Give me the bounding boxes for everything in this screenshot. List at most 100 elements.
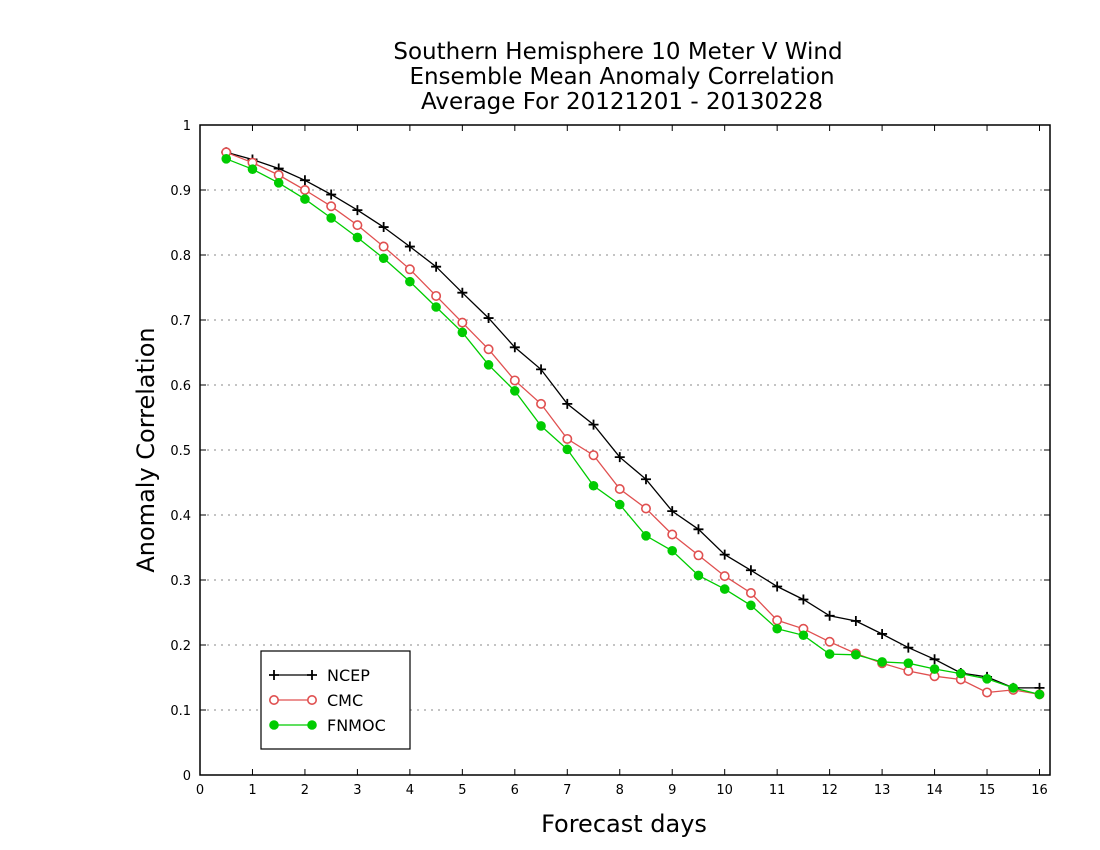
- data-point-cmc: [457, 317, 468, 328]
- legend-marker-fnmoc: [307, 720, 317, 730]
- y-tick-label: 0.3: [170, 574, 191, 589]
- data-point-fnmoc: [247, 164, 258, 175]
- data-point-fnmoc: [457, 327, 468, 338]
- data-point-ncep: [378, 222, 389, 233]
- data-point-cmc: [562, 433, 573, 444]
- data-point-cmc: [772, 615, 783, 626]
- data-point-ncep: [326, 189, 337, 200]
- data-point-fnmoc: [929, 664, 940, 674]
- data-point-cmc: [483, 344, 494, 355]
- x-tick-label: 11: [769, 783, 786, 798]
- x-tick-label: 16: [1031, 783, 1048, 798]
- x-tick-label: 15: [979, 783, 996, 798]
- data-point-fnmoc: [1008, 683, 1019, 693]
- data-point-fnmoc: [562, 444, 573, 455]
- x-tick-label: 1: [248, 783, 256, 798]
- data-point-cmc: [536, 398, 547, 409]
- data-point-ncep: [667, 506, 678, 517]
- data-point-fnmoc: [903, 658, 914, 668]
- data-point-ncep: [509, 342, 520, 353]
- data-point-cmc: [378, 241, 389, 252]
- x-tick-label: 12: [821, 783, 838, 798]
- data-point-fnmoc: [614, 499, 625, 510]
- data-point-ncep: [693, 524, 704, 535]
- data-point-cmc: [273, 170, 284, 181]
- data-point-cmc: [404, 264, 415, 275]
- data-point-cmc: [614, 483, 625, 494]
- data-point-fnmoc: [667, 545, 678, 556]
- x-tick-label: 13: [874, 783, 891, 798]
- data-point-cmc: [299, 185, 310, 196]
- series-line-fnmoc: [225, 158, 1040, 696]
- data-point-ncep: [614, 452, 625, 463]
- data-point-fnmoc: [1034, 689, 1045, 700]
- x-tick-label: 2: [301, 783, 309, 798]
- y-tick-label: 1: [183, 119, 191, 134]
- data-point-cmc: [326, 201, 337, 212]
- x-tick-label: 8: [616, 783, 624, 798]
- y-tick-label: 0.2: [170, 639, 191, 654]
- y-tick-label: 0.8: [170, 249, 191, 264]
- x-tick-label: 10: [716, 783, 733, 798]
- data-point-cmc: [693, 550, 704, 561]
- data-point-ncep: [536, 364, 547, 375]
- x-tick-label: 6: [511, 783, 519, 798]
- legend-label-ncep: NCEP: [327, 666, 370, 685]
- data-point-cmc: [640, 503, 651, 514]
- legend-marker-ncep: [269, 670, 279, 680]
- data-point-fnmoc: [378, 253, 389, 264]
- x-tick-label: 14: [926, 783, 943, 798]
- x-axis-label: Forecast days: [541, 810, 707, 838]
- data-point-ncep: [929, 654, 940, 665]
- series-ncep: [221, 147, 1045, 693]
- legend-label-fnmoc: FNMOC: [327, 716, 386, 735]
- series-line-ncep: [226, 151, 1040, 689]
- data-point-fnmoc: [956, 668, 966, 679]
- data-point-fnmoc: [405, 276, 415, 287]
- x-tick-label: 4: [406, 783, 414, 798]
- y-axis-label: Anomaly Correlation: [132, 327, 160, 572]
- data-point-fnmoc: [273, 178, 284, 188]
- legend-marker-ncep: [307, 670, 317, 680]
- grid: [200, 189, 1050, 711]
- data-point-ncep: [745, 565, 756, 576]
- data-point-cmc: [719, 571, 730, 582]
- data-point-cmc: [588, 450, 599, 461]
- chart-title: Southern Hemisphere 10 Meter V Wind Ense…: [393, 39, 842, 115]
- data-point-cmc: [824, 636, 835, 647]
- data-point-ncep: [877, 628, 888, 639]
- y-tick-label: 0: [183, 769, 191, 784]
- data-point-fnmoc: [221, 154, 232, 164]
- data-point-ncep: [562, 398, 573, 409]
- data-point-fnmoc: [851, 649, 861, 660]
- y-tick-label: 0.5: [170, 444, 191, 459]
- data-point-cmc: [667, 529, 678, 540]
- series-cmc: [221, 147, 1045, 700]
- data-point-cmc: [431, 290, 442, 301]
- data-point-fnmoc: [719, 584, 730, 594]
- data-point-fnmoc: [483, 360, 494, 370]
- data-point-fnmoc: [772, 623, 782, 634]
- data-point-ncep: [850, 615, 861, 626]
- x-tick-label: 3: [353, 783, 361, 798]
- chart-title-line-1: Southern Hemisphere 10 Meter V Wind: [393, 39, 842, 65]
- data-point-fnmoc: [824, 649, 835, 659]
- data-point-fnmoc: [746, 600, 756, 611]
- data-point-cmc: [745, 587, 756, 598]
- data-point-fnmoc: [877, 657, 887, 667]
- data-point-fnmoc: [300, 194, 310, 204]
- data-point-ncep: [798, 594, 809, 605]
- legend-marker-cmc: [306, 694, 317, 705]
- series-layer: [221, 147, 1045, 700]
- y-tick-label: 0.4: [170, 509, 191, 524]
- legend-marker-fnmoc: [269, 720, 279, 730]
- data-point-fnmoc: [536, 421, 546, 431]
- data-point-fnmoc: [693, 570, 704, 581]
- data-point-fnmoc: [431, 302, 441, 312]
- data-point-cmc: [903, 665, 914, 676]
- data-point-ncep: [903, 642, 914, 653]
- data-point-fnmoc: [588, 480, 599, 491]
- x-tick-label: 7: [563, 783, 571, 798]
- data-point-cmc: [982, 687, 993, 698]
- chart-title-line-3: Average For 20121201 - 20130228: [421, 89, 823, 115]
